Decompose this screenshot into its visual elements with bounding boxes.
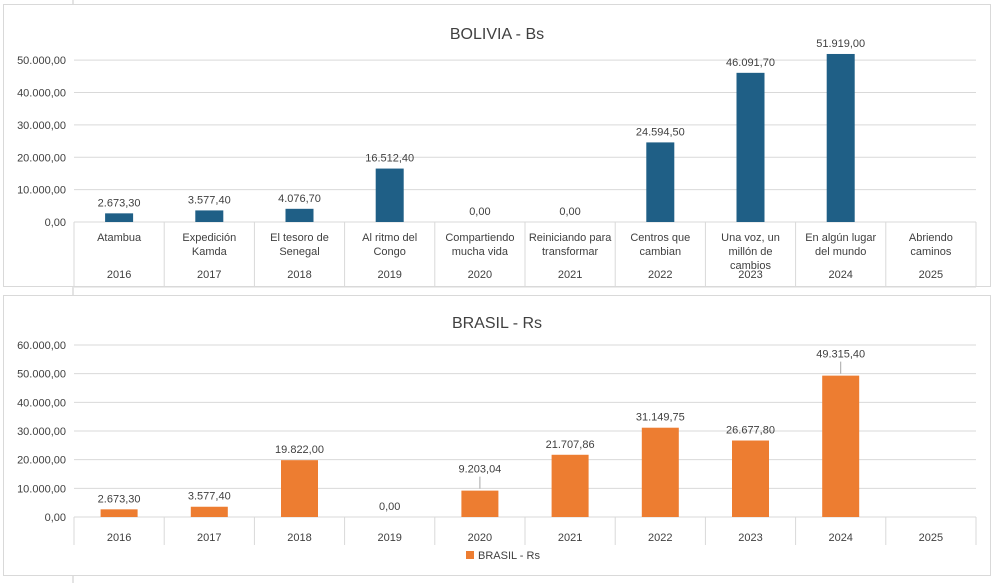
- category-project-label: Al ritmo del Congo: [362, 232, 417, 258]
- y-tick-label: 20.000,00: [17, 152, 66, 164]
- bar-2022[interactable]: [641, 427, 679, 517]
- data-label-2019: 16.512,40: [365, 153, 414, 165]
- data-label-2024: 51.919,00: [816, 38, 865, 50]
- category-year-label: 2023: [738, 269, 762, 281]
- category-year-label: 2017: [197, 269, 221, 281]
- bar-2019[interactable]: [375, 168, 404, 222]
- data-label-2023: 46.091,70: [726, 57, 775, 69]
- category-year-label: 2022: [648, 269, 672, 281]
- category-project-label: Centros que cambian: [630, 232, 690, 258]
- category-year-label: 2018: [287, 532, 311, 544]
- y-tick-label: 0,00: [45, 512, 66, 524]
- category-year-label: 2025: [919, 269, 943, 281]
- data-label-2018: 4.076,70: [278, 193, 321, 205]
- data-label-2022: 31.149,75: [636, 412, 685, 424]
- bolivia-chart-panel[interactable]: BOLIVIA - Bs 2.673,30 3.577,40 4.076,70 16.…: [3, 4, 991, 288]
- category-year-label: 2017: [197, 532, 221, 544]
- y-tick-label: 50.000,00: [17, 55, 66, 67]
- category-year-label: 2019: [377, 532, 401, 544]
- category-year-label: 2021: [558, 532, 582, 544]
- category-year-label: 2016: [107, 269, 131, 281]
- data-label-2017: 3.577,40: [188, 194, 231, 206]
- category-year-label: 2016: [107, 532, 131, 544]
- y-tick-label: 40.000,00: [17, 88, 66, 100]
- data-label-2018: 19.822,00: [275, 444, 324, 456]
- category-project-label: En algún lugar del mundo: [805, 232, 876, 258]
- data-label-2024: 49.315,40: [816, 349, 865, 361]
- data-label-2023: 26.677,80: [726, 425, 775, 437]
- bar-2017[interactable]: [190, 506, 228, 517]
- y-tick-label: 50.000,00: [17, 369, 66, 381]
- category-year-label: 2025: [919, 532, 943, 544]
- category-year-label: 2018: [287, 269, 311, 281]
- y-tick-label: 30.000,00: [17, 120, 66, 132]
- category-project-label: Atambua: [97, 232, 142, 244]
- y-tick-label: 40.000,00: [17, 397, 66, 409]
- category-year-label: 2021: [558, 269, 582, 281]
- bolivia-chart: BOLIVIA - Bs 2.673,30 3.577,40 4.076,70 16.…: [17, 26, 977, 288]
- brasil-legend[interactable]: BRASIL - Rs: [466, 550, 540, 562]
- bar-2021[interactable]: [551, 454, 589, 517]
- data-label-2021: 0,00: [559, 206, 580, 218]
- category-year-label: 2023: [738, 532, 762, 544]
- brasil-chart: BRASIL - Rs 2.673,30 3.577,40 19.822,00 0,0…: [17, 315, 977, 562]
- data-label-2016: 2.673,30: [98, 493, 141, 505]
- data-label-2016: 2.673,30: [98, 197, 141, 209]
- data-label-2020: 0,00: [469, 206, 490, 218]
- y-tick-label: 0,00: [45, 217, 66, 229]
- category-year-label: 2019: [377, 269, 401, 281]
- bar-2018[interactable]: [285, 208, 314, 222]
- bar-2024[interactable]: [826, 53, 855, 222]
- category-project-label: Una voz, un millón de cambios: [721, 232, 780, 272]
- bar-2022[interactable]: [646, 142, 675, 222]
- bar-2023[interactable]: [732, 440, 769, 517]
- data-label-2019: 0,00: [379, 501, 400, 513]
- bar-2018[interactable]: [281, 460, 318, 517]
- y-tick-label: 60.000,00: [17, 340, 66, 352]
- category-year-label: 2020: [468, 532, 492, 544]
- bar-2016[interactable]: [105, 213, 134, 222]
- bar-2017[interactable]: [195, 210, 224, 222]
- data-label-2021: 21.707,86: [546, 439, 595, 451]
- category-project-label: Abriendo caminos: [909, 232, 953, 258]
- category-project-label: Compartiendo mucha vida: [445, 232, 514, 258]
- brasil-legend-swatch: [466, 551, 474, 559]
- category-year-label: 2024: [828, 269, 852, 281]
- brasil-chart-title: BRASIL - Rs: [452, 315, 542, 332]
- data-label-2020: 9.203,04: [458, 464, 501, 476]
- brasil-chart-panel[interactable]: BRASIL - Rs 2.673,30 3.577,40 19.822,00 0,0…: [3, 295, 991, 576]
- y-tick-label: 20.000,00: [17, 455, 66, 467]
- category-year-label: 2024: [828, 532, 852, 544]
- category-project-label: El tesoro de Senegal: [270, 232, 329, 258]
- category-year-label: 2020: [468, 269, 492, 281]
- bar-2020[interactable]: [461, 490, 499, 517]
- y-tick-label: 30.000,00: [17, 426, 66, 438]
- data-label-2022: 24.594,50: [636, 126, 685, 138]
- bar-2024[interactable]: [822, 375, 860, 517]
- data-label-2017: 3.577,40: [188, 491, 231, 503]
- brasil-legend-label: BRASIL - Rs: [478, 550, 540, 562]
- category-project-label: Expedición Kamda: [182, 232, 236, 258]
- y-tick-label: 10.000,00: [17, 483, 66, 495]
- category-project-label: Reiniciando para transformar: [529, 232, 612, 258]
- category-year-label: 2022: [648, 532, 672, 544]
- bolivia-chart-title: BOLIVIA - Bs: [450, 26, 544, 43]
- bar-2016[interactable]: [100, 509, 138, 517]
- y-tick-label: 10.000,00: [17, 185, 66, 197]
- bar-2023[interactable]: [736, 72, 765, 222]
